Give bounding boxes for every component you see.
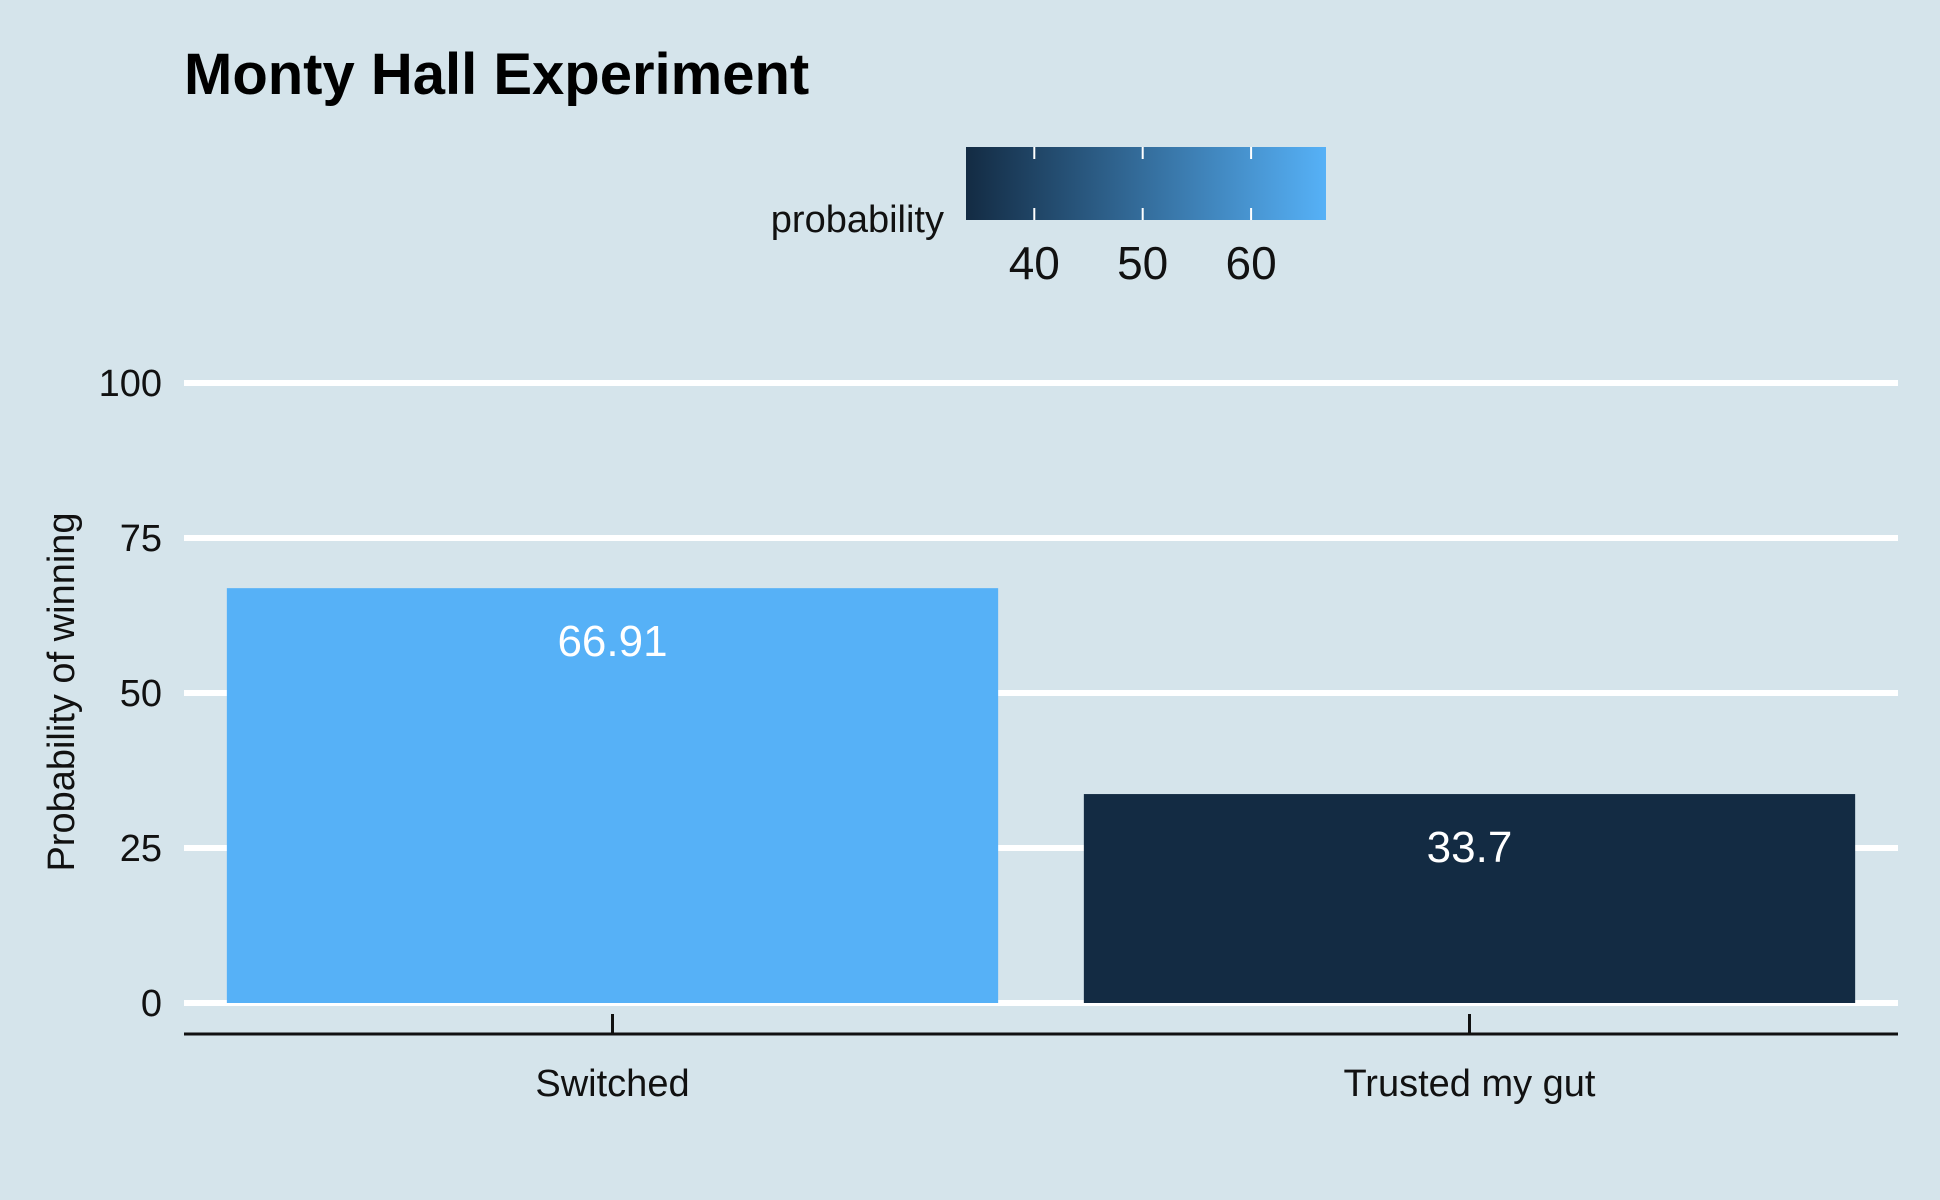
x-axis-ticks: Switched Trusted my gut: [535, 1014, 1596, 1105]
legend-title: probability: [771, 199, 944, 241]
legend-tick-label: 60: [1226, 237, 1277, 289]
y-tick-label: 75: [120, 518, 162, 560]
legend-colorbar: [966, 147, 1326, 220]
bar: [226, 588, 999, 1003]
legend-tick-label: 40: [1009, 237, 1060, 289]
y-tick-label: 0: [141, 983, 162, 1025]
bar-value-label: 66.91: [557, 617, 667, 666]
legend-ticks: 40 50 60: [1009, 147, 1277, 289]
y-tick-label: 25: [120, 828, 162, 870]
y-tick-label: 50: [120, 673, 162, 715]
bars: [226, 588, 1856, 1003]
bar-labels: 66.91 33.7: [557, 617, 1512, 872]
y-axis-title: Probability of winning: [41, 512, 83, 871]
x-tick-label: Trusted my gut: [1343, 1063, 1595, 1105]
y-tick-label: 100: [99, 363, 162, 405]
x-tick-label: Switched: [535, 1063, 689, 1105]
legend-tick-label: 50: [1117, 237, 1168, 289]
bar: [1083, 794, 1856, 1003]
bar-value-label: 33.7: [1427, 823, 1513, 872]
y-axis-ticks: 0 25 50 75 100: [99, 363, 162, 1025]
chart-title: Monty Hall Experiment: [184, 42, 809, 107]
legend: probability 40 50 60: [771, 147, 1326, 289]
